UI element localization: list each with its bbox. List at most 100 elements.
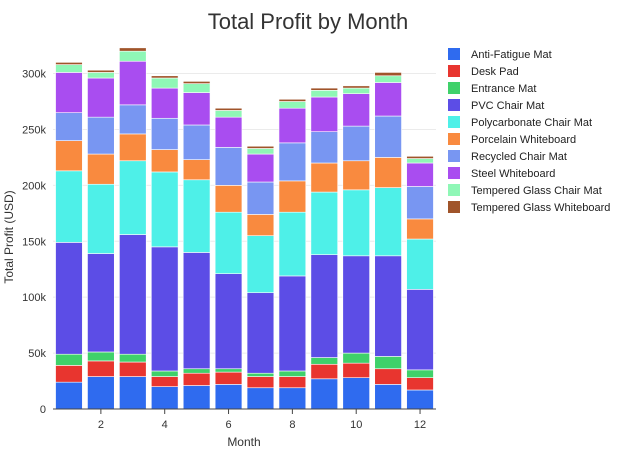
x-tick-label: 4 bbox=[162, 419, 168, 431]
bar-segment bbox=[406, 289, 434, 371]
legend-swatch bbox=[448, 48, 460, 60]
bar-segment bbox=[278, 370, 307, 377]
bar-segment bbox=[55, 365, 83, 383]
bar-segment bbox=[119, 104, 147, 135]
bar-segment bbox=[182, 372, 211, 386]
y-tick-label: 100k bbox=[22, 292, 46, 304]
bar-segment bbox=[87, 72, 115, 79]
bar-segment bbox=[87, 153, 115, 185]
legend-label: Entrance Mat bbox=[471, 83, 536, 95]
legend-swatch bbox=[448, 99, 460, 111]
bar-segment bbox=[119, 234, 147, 355]
bar-segment bbox=[246, 153, 275, 183]
bar-segment bbox=[119, 160, 147, 235]
bar-segment bbox=[406, 377, 434, 391]
bar-segment bbox=[246, 214, 275, 236]
bar-segment bbox=[374, 75, 402, 83]
bar-segment bbox=[214, 368, 243, 373]
bar-segment bbox=[87, 183, 115, 254]
bar-segment bbox=[214, 116, 243, 148]
bar-segment bbox=[182, 368, 211, 374]
y-tick-label: 50k bbox=[28, 348, 46, 360]
bar-segment bbox=[374, 384, 402, 410]
legend-swatch bbox=[448, 150, 460, 162]
bar-segment bbox=[55, 170, 83, 243]
y-tick-label: 150k bbox=[22, 236, 46, 248]
bar-segment bbox=[342, 87, 370, 94]
bar-segment bbox=[374, 157, 402, 188]
bar-segment bbox=[151, 117, 179, 150]
bar-segment bbox=[406, 158, 434, 164]
bar-segment bbox=[119, 133, 147, 162]
bar-segment bbox=[278, 387, 307, 410]
bar-segment bbox=[151, 376, 179, 387]
legend-swatch bbox=[448, 167, 460, 179]
bar-segment bbox=[310, 90, 338, 98]
bar-segment bbox=[182, 92, 211, 126]
bar-segment bbox=[151, 87, 179, 119]
bar-segment bbox=[151, 77, 179, 89]
bar-segment bbox=[182, 385, 211, 410]
bar-segment bbox=[342, 93, 370, 127]
y-tick-label: 0 bbox=[40, 404, 46, 416]
bar-segment bbox=[55, 62, 83, 65]
bar-segment bbox=[278, 101, 307, 109]
y-tick-label: 200k bbox=[22, 180, 46, 192]
x-tick-label: 6 bbox=[225, 419, 231, 431]
bar-segment bbox=[310, 96, 338, 132]
gridlines bbox=[53, 73, 436, 354]
bar-segment bbox=[246, 292, 275, 374]
bar-segment bbox=[310, 87, 338, 91]
bar-segment bbox=[87, 253, 115, 353]
bar-segment bbox=[342, 377, 370, 410]
bar-segment bbox=[151, 370, 179, 377]
bar-segment bbox=[214, 384, 243, 410]
bar-segment bbox=[214, 185, 243, 213]
bar-segment bbox=[87, 376, 115, 410]
legend-label: Tempered Glass Chair Mat bbox=[471, 185, 602, 197]
bar-segment bbox=[310, 191, 338, 255]
bar-segment bbox=[310, 131, 338, 164]
bar-segment bbox=[406, 218, 434, 240]
x-axis-title: Month bbox=[227, 435, 260, 449]
bar-segment bbox=[119, 361, 147, 377]
bar-segment bbox=[151, 246, 179, 372]
legend-swatch bbox=[448, 184, 460, 196]
bar-segment bbox=[374, 255, 402, 357]
bar-segment bbox=[182, 83, 211, 93]
legend-swatch bbox=[448, 65, 460, 77]
bar-segment bbox=[310, 162, 338, 193]
bar-segment bbox=[214, 107, 243, 111]
bar-segment bbox=[374, 187, 402, 257]
bar-segment bbox=[151, 171, 179, 248]
bar-segment bbox=[406, 238, 434, 290]
bar-segment bbox=[151, 75, 179, 79]
bar-segment bbox=[246, 145, 275, 149]
bar-segment bbox=[214, 371, 243, 385]
bar-segment bbox=[246, 372, 275, 377]
bar-segment bbox=[342, 362, 370, 378]
legend: Anti-Fatigue Mat Desk Pad Entrance Mat PVC … bbox=[448, 48, 610, 214]
bar-segment bbox=[87, 69, 115, 73]
bar-segment bbox=[406, 389, 434, 410]
bar-segment bbox=[55, 72, 83, 113]
bar-segment bbox=[278, 211, 307, 277]
x-tick-label: 8 bbox=[289, 419, 295, 431]
legend-label: Anti-Fatigue Mat bbox=[471, 49, 552, 61]
bar-segment bbox=[87, 360, 115, 377]
bar-segment bbox=[214, 110, 243, 118]
bar-segment bbox=[342, 160, 370, 191]
bar-segment bbox=[55, 353, 83, 366]
bar-segment bbox=[214, 211, 243, 274]
legend-label: PVC Chair Mat bbox=[471, 100, 544, 112]
bar-segment bbox=[182, 159, 211, 181]
x-tick-label: 12 bbox=[414, 419, 426, 431]
bar-segment bbox=[374, 115, 402, 158]
legend-label: Recycled Chair Mat bbox=[471, 151, 567, 163]
bar-segment bbox=[119, 60, 147, 106]
bar-segment bbox=[374, 72, 402, 77]
legend-swatch bbox=[448, 201, 460, 213]
bar-segment bbox=[278, 142, 307, 182]
legend-label: Desk Pad bbox=[471, 66, 519, 78]
